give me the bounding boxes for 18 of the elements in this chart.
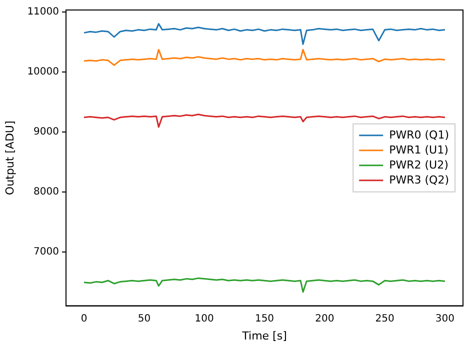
x-tick-label: 300 xyxy=(435,313,454,324)
y-tick-label: 10000 xyxy=(27,66,59,78)
x-axis-title: Time [s] xyxy=(241,329,287,342)
x-tick-label: 100 xyxy=(194,313,214,324)
legend-label: PWR3 (Q2) xyxy=(389,173,450,186)
y-tick-label: 8000 xyxy=(34,186,59,198)
x-tick-label: 50 xyxy=(138,313,151,324)
y-tick-label: 11000 xyxy=(27,6,59,18)
x-tick-label: 250 xyxy=(375,313,394,324)
y-tick-label: 7000 xyxy=(34,246,59,258)
x-tick-label: 0 xyxy=(80,313,88,324)
legend-label: PWR0 (Q1) xyxy=(389,128,450,142)
legend-label: PWR1 (U1) xyxy=(389,143,448,156)
x-tick-label: 200 xyxy=(315,313,334,324)
y-tick-label: 9000 xyxy=(34,126,59,138)
legend-label: PWR2 (U2) xyxy=(389,158,448,172)
y-axis-title: Output [ADU] xyxy=(3,120,16,196)
x-tick-label: 150 xyxy=(254,313,274,324)
